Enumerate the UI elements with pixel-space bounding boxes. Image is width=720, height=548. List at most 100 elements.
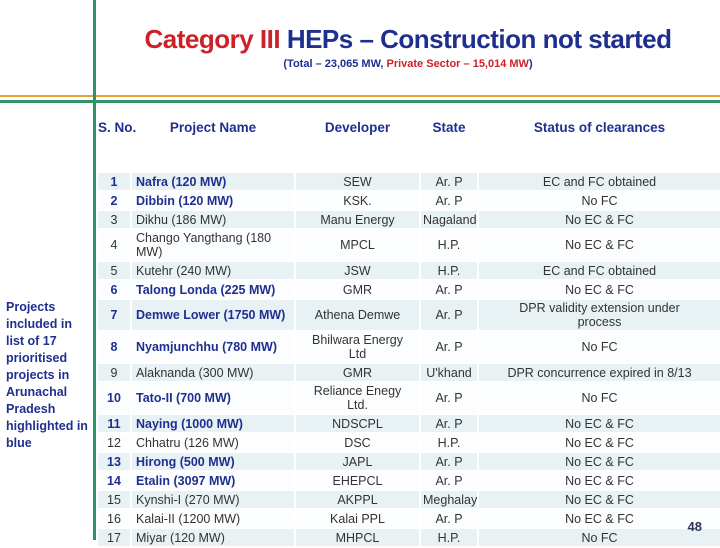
cell-project-name: Alaknanda (300 MW)	[130, 362, 296, 383]
cell-developer: Reliance Enegy Ltd.	[294, 381, 421, 415]
cell-state: Ar. P	[419, 298, 479, 332]
page-number: 48	[687, 519, 702, 534]
slide-subtitle: (Total – 23,065 MW, Private Sector – 15,…	[96, 58, 720, 70]
cell-developer: Kalai PPL	[294, 508, 421, 529]
cell-serial: 2	[96, 190, 132, 211]
cell-state: H.P.	[419, 228, 479, 262]
table-row: 13 Hirong (500 MW) JAPL Ar. P No EC & FC	[96, 451, 720, 472]
cell-developer: Manu Energy	[294, 209, 421, 230]
cell-serial: 14	[96, 470, 132, 491]
cell-state: U'khand	[419, 362, 479, 383]
cell-developer: MHPCL	[294, 527, 421, 548]
header-project-name: Project Name	[131, 108, 295, 172]
cell-developer: DSC	[294, 432, 421, 453]
sidebar-note: Projects included in list of 17 prioriti…	[6, 300, 88, 450]
cell-project-name: Dibbin (120 MW)	[130, 190, 296, 211]
cell-status: No EC & FC	[477, 413, 720, 434]
cell-serial: 16	[96, 508, 132, 529]
cell-state: Meghalaya	[419, 489, 479, 510]
cell-serial: 5	[96, 260, 132, 281]
cell-developer: MPCL	[294, 228, 421, 262]
cell-serial: 15	[96, 489, 132, 510]
header-status-of-clearances: Status of clearances	[478, 108, 720, 172]
table-row: 12 Chhatru (126 MW) DSC H.P. No EC & FC	[96, 432, 720, 453]
subtitle-close-paren: )	[528, 58, 533, 70]
cell-status: No FC	[477, 527, 720, 548]
cell-project-name: Demwe Lower (1750 MW)	[130, 298, 296, 332]
cell-project-name: Chhatru (126 MW)	[130, 432, 296, 453]
cell-status: No EC & FC	[477, 209, 720, 230]
table-row: 1 Nafra (120 MW) SEW Ar. P EC and FC obtaine…	[96, 171, 720, 192]
header-developer: Developer	[295, 108, 420, 172]
horizontal-rule-orange	[0, 95, 720, 97]
cell-status: No EC & FC	[477, 432, 720, 453]
cell-serial: 10	[96, 381, 132, 415]
cell-state: Ar. P	[419, 470, 479, 491]
cell-developer: Bhilwara Energy Ltd	[294, 330, 421, 364]
cell-state: Ar. P	[419, 413, 479, 434]
cell-project-name: Tato-II (700 MW)	[130, 381, 296, 415]
cell-serial: 13	[96, 451, 132, 472]
cell-developer: NDSCPL	[294, 413, 421, 434]
projects-table: S. No. Project Name Developer State Stat…	[96, 108, 720, 548]
cell-developer: AKPPL	[294, 489, 421, 510]
cell-status: No EC & FC	[477, 228, 720, 262]
slide-title-rest: HEPs – Construction not started	[280, 24, 672, 54]
cell-serial: 6	[96, 279, 132, 300]
cell-state: H.P.	[419, 432, 479, 453]
table-row: 5 Kutehr (240 MW) JSW H.P. EC and FC obtaine…	[96, 260, 720, 281]
cell-project-name: Kutehr (240 MW)	[130, 260, 296, 281]
table-row: 4 Chango Yangthang (180 MW) MPCL H.P. No EC …	[96, 228, 720, 262]
slide-title-category: Category III	[144, 24, 281, 54]
cell-developer: GMR	[294, 279, 421, 300]
cell-project-name: Nafra (120 MW)	[130, 171, 296, 192]
cell-status: DPR validity extension under process	[477, 298, 720, 332]
cell-project-name: Etalin (3097 MW)	[130, 470, 296, 491]
cell-project-name: Kynshi-I (270 MW)	[130, 489, 296, 510]
vertical-rule-green	[93, 0, 96, 540]
cell-serial: 17	[96, 527, 132, 548]
table-body: 1 Nafra (120 MW) SEW Ar. P EC and FC obtaine…	[96, 171, 720, 548]
table-row: 16 Kalai-II (1200 MW) Kalai PPL Ar. P No EC …	[96, 508, 720, 529]
header-state: State	[420, 108, 478, 172]
cell-status: No EC & FC	[477, 470, 720, 491]
header-serial-no: S. No.	[97, 108, 136, 172]
cell-developer: KSK.	[294, 190, 421, 211]
table-row: 3 Dikhu (186 MW) Manu Energy Nagaland No EC …	[96, 209, 720, 230]
table-row: 9 Alaknanda (300 MW) GMR U'khand DPR concurr…	[96, 362, 720, 383]
table-row: 10 Tato-II (700 MW) Reliance Enegy Ltd. Ar.…	[96, 381, 720, 415]
cell-serial: 3	[96, 209, 132, 230]
cell-developer: GMR	[294, 362, 421, 383]
cell-project-name: Kalai-II (1200 MW)	[130, 508, 296, 529]
cell-state: H.P.	[419, 527, 479, 548]
cell-serial: 7	[96, 298, 132, 332]
table-row: 6 Talong Londa (225 MW) GMR Ar. P No EC & FC	[96, 279, 720, 300]
cell-serial: 1	[96, 171, 132, 192]
cell-status: No FC	[477, 381, 720, 415]
cell-project-name: Hirong (500 MW)	[130, 451, 296, 472]
cell-state: Ar. P	[419, 508, 479, 529]
cell-state: Ar. P	[419, 190, 479, 211]
cell-status: EC and FC obtained	[477, 171, 720, 192]
cell-serial: 4	[96, 228, 132, 262]
cell-project-name: Naying (1000 MW)	[130, 413, 296, 434]
cell-developer: Athena Demwe	[294, 298, 421, 332]
cell-state: Ar. P	[419, 171, 479, 192]
cell-project-name: Dikhu (186 MW)	[130, 209, 296, 230]
table-row: 8 Nyamjunchhu (780 MW) Bhilwara Energy Ltd…	[96, 330, 720, 364]
cell-status: DPR concurrence expired in 8/13	[477, 362, 720, 383]
cell-state: Ar. P	[419, 279, 479, 300]
subtitle-private-sector: Private Sector – 15,014 MW	[386, 58, 529, 70]
cell-developer: JSW	[294, 260, 421, 281]
cell-developer: EHEPCL	[294, 470, 421, 491]
cell-developer: JAPL	[294, 451, 421, 472]
cell-project-name: Talong Londa (225 MW)	[130, 279, 296, 300]
cell-state: Ar. P	[419, 381, 479, 415]
table-header-row: S. No. Project Name Developer State Stat…	[97, 108, 720, 172]
cell-serial: 9	[96, 362, 132, 383]
table-row: 2 Dibbin (120 MW) KSK. Ar. P No FC	[96, 190, 720, 211]
cell-status: No EC & FC	[477, 489, 720, 510]
cell-serial: 11	[96, 413, 132, 434]
